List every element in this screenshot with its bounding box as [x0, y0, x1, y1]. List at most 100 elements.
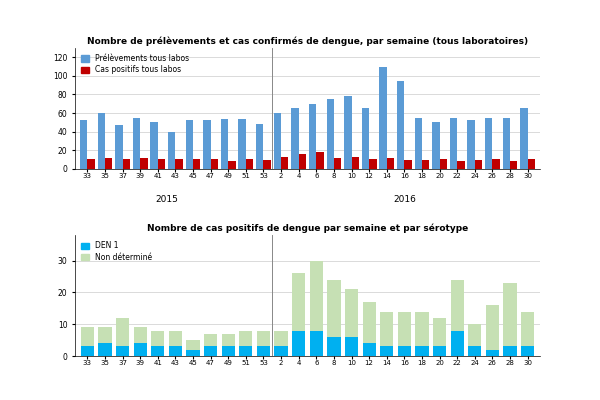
- Text: 2015: 2015: [155, 195, 178, 204]
- Bar: [310, 261, 323, 356]
- Bar: [140, 158, 148, 169]
- Bar: [440, 160, 447, 169]
- Title: Nombre de cas positifs de dengue par semaine et par sérotype: Nombre de cas positifs de dengue par sem…: [147, 224, 468, 233]
- Bar: [116, 346, 129, 356]
- Bar: [203, 120, 211, 169]
- Bar: [134, 327, 147, 356]
- Bar: [98, 343, 112, 356]
- Bar: [292, 273, 305, 356]
- Bar: [527, 158, 535, 169]
- Bar: [221, 346, 235, 356]
- Bar: [468, 346, 481, 356]
- Bar: [151, 122, 158, 169]
- Bar: [228, 161, 236, 169]
- Bar: [115, 125, 122, 169]
- Bar: [151, 330, 164, 356]
- Bar: [503, 346, 517, 356]
- Bar: [352, 157, 359, 169]
- Bar: [98, 113, 105, 169]
- Bar: [433, 346, 446, 356]
- Bar: [486, 305, 499, 356]
- Bar: [169, 330, 182, 356]
- Bar: [485, 118, 493, 169]
- Bar: [291, 108, 299, 169]
- Bar: [334, 158, 341, 169]
- Bar: [274, 330, 287, 356]
- Bar: [257, 330, 270, 356]
- Bar: [257, 346, 270, 356]
- Bar: [493, 158, 500, 169]
- Bar: [328, 337, 341, 356]
- Bar: [486, 350, 499, 356]
- Title: Nombre de prélèvements et cas confirmés de dengue, par semaine (tous laboratoire: Nombre de prélèvements et cas confirmés …: [87, 36, 528, 46]
- Bar: [404, 160, 412, 169]
- Bar: [211, 158, 218, 169]
- Bar: [369, 158, 377, 169]
- Legend: DEN 1, Non déterminé: DEN 1, Non déterminé: [79, 239, 154, 264]
- Bar: [326, 99, 334, 169]
- Bar: [187, 350, 200, 356]
- Bar: [415, 118, 422, 169]
- Bar: [379, 66, 387, 169]
- Bar: [309, 104, 316, 169]
- Bar: [433, 318, 446, 356]
- Bar: [345, 337, 358, 356]
- Bar: [221, 334, 235, 356]
- Bar: [175, 160, 183, 169]
- Bar: [521, 312, 534, 356]
- Bar: [133, 118, 140, 169]
- Bar: [122, 160, 130, 169]
- Bar: [81, 327, 94, 356]
- Bar: [239, 346, 253, 356]
- Bar: [204, 346, 217, 356]
- Bar: [281, 157, 289, 169]
- Bar: [134, 343, 147, 356]
- Bar: [246, 160, 253, 169]
- Bar: [398, 346, 411, 356]
- Bar: [193, 160, 200, 169]
- Bar: [316, 152, 324, 169]
- Bar: [415, 312, 428, 356]
- Bar: [451, 330, 464, 356]
- Bar: [503, 118, 510, 169]
- Bar: [185, 120, 193, 169]
- Bar: [475, 160, 482, 169]
- Bar: [169, 346, 182, 356]
- Bar: [187, 340, 200, 356]
- Legend: Prélèvements tous labos, Cas positifs tous labos: Prélèvements tous labos, Cas positifs to…: [79, 52, 191, 77]
- Bar: [432, 122, 440, 169]
- Bar: [457, 161, 464, 169]
- Bar: [310, 330, 323, 356]
- Bar: [105, 158, 112, 169]
- Bar: [238, 119, 246, 169]
- Bar: [510, 161, 517, 169]
- Text: 2016: 2016: [393, 195, 416, 204]
- Bar: [520, 108, 527, 169]
- Bar: [398, 312, 411, 356]
- Bar: [256, 124, 263, 169]
- Bar: [345, 289, 358, 356]
- Bar: [204, 334, 217, 356]
- Bar: [98, 327, 112, 356]
- Bar: [521, 346, 534, 356]
- Bar: [158, 160, 165, 169]
- Bar: [292, 330, 305, 356]
- Bar: [274, 113, 281, 169]
- Bar: [450, 118, 457, 169]
- Bar: [380, 346, 394, 356]
- Bar: [299, 154, 306, 169]
- Bar: [80, 120, 88, 169]
- Bar: [362, 343, 376, 356]
- Bar: [116, 318, 129, 356]
- Bar: [344, 96, 352, 169]
- Bar: [451, 280, 464, 356]
- Bar: [467, 120, 475, 169]
- Bar: [380, 312, 394, 356]
- Bar: [168, 132, 175, 169]
- Bar: [503, 283, 517, 356]
- Bar: [239, 330, 253, 356]
- Bar: [422, 160, 430, 169]
- Bar: [328, 280, 341, 356]
- Bar: [387, 158, 394, 169]
- Bar: [362, 302, 376, 356]
